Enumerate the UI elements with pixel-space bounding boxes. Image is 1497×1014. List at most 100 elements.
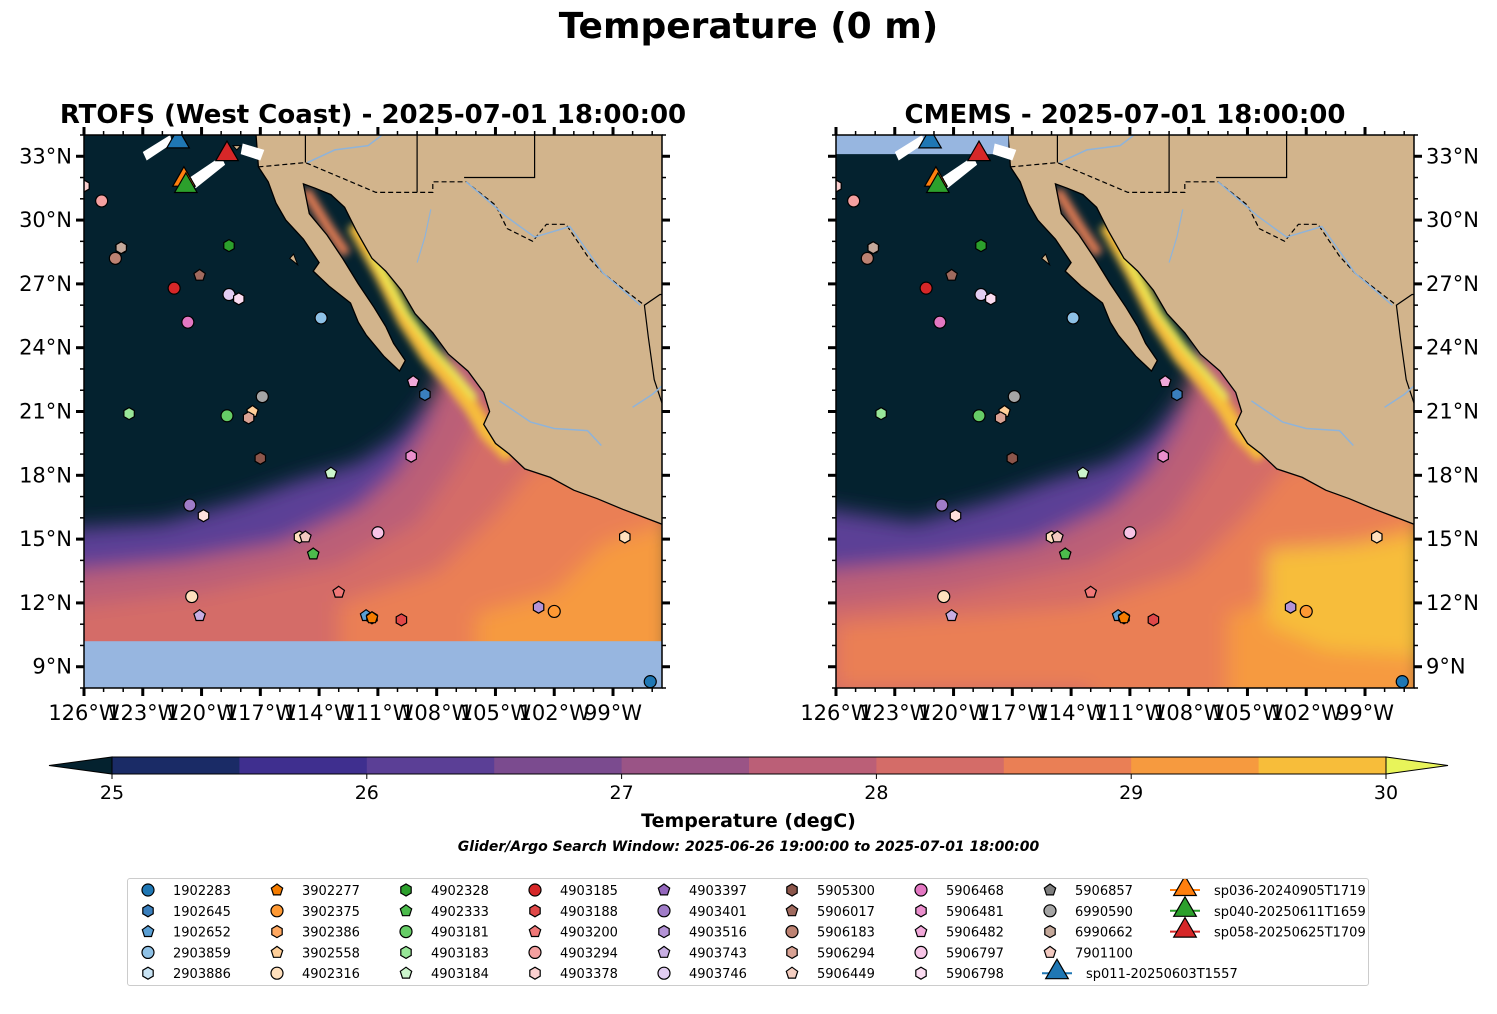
observation-3902277 xyxy=(365,611,379,624)
observation-7901100 xyxy=(298,530,312,543)
legend-label: 1902652 xyxy=(173,926,231,941)
legend-item-1902283: 1902283 xyxy=(141,883,231,899)
colorbar-tick-label: 29 xyxy=(1119,782,1143,804)
legend-label: sp036-20240905T1719 xyxy=(1214,884,1366,899)
legend-item-5906857: 5906857 xyxy=(1043,883,1133,899)
observation-5906468 xyxy=(933,315,947,329)
observation-4903181 xyxy=(972,409,986,423)
legend-marker xyxy=(399,924,413,939)
x-tick-label: 99°W xyxy=(584,701,642,725)
legend-marker xyxy=(528,883,542,897)
colorbar-bin xyxy=(1003,757,1132,774)
legend-item-3902375: 3902375 xyxy=(270,904,360,920)
legend-marker xyxy=(400,883,412,897)
observation-4903184 xyxy=(1076,466,1090,479)
legend-label: sp011-20250603T1557 xyxy=(1086,967,1238,982)
x-tick-label: 108°W xyxy=(1153,701,1225,725)
legend-item-4903181: 4903181 xyxy=(399,924,489,941)
observation-4902333 xyxy=(306,547,320,560)
observation-5906294 xyxy=(242,411,255,425)
y-tick-label: 24°N xyxy=(1426,336,1479,360)
observation-4903181 xyxy=(220,409,234,423)
x-tick-label: 105°W xyxy=(1212,701,1284,725)
legend-label: 5906798 xyxy=(946,967,1004,982)
y-tick-label: 33°N xyxy=(19,144,72,168)
observation-5906183 xyxy=(860,251,874,265)
legend-label: 5905300 xyxy=(817,884,875,899)
temperature-field xyxy=(84,135,662,688)
y-tick-label: 12°N xyxy=(19,591,72,615)
legend-marker xyxy=(914,883,928,897)
legend-item-5906482: 5906482 xyxy=(914,924,1004,941)
colorbar-tick-label: 26 xyxy=(355,782,379,804)
legend-item-4903294: 4903294 xyxy=(528,945,618,961)
legend-item-3902386: 3902386 xyxy=(271,924,360,941)
legend-label: 6990662 xyxy=(1075,926,1133,941)
legend-item-4903743: 4903743 xyxy=(657,945,747,961)
observation-4903200 xyxy=(332,585,346,598)
legend-label: 5906449 xyxy=(817,967,875,982)
rtofs-map: 126°W123°W120°W117°W114°W111°W108°W105°W… xyxy=(19,127,670,725)
figure-title: Temperature (0 m) xyxy=(558,6,939,47)
rtofs-panel-title: RTOFS (West Coast) - 2025-07-01 18:00:00 xyxy=(59,100,687,130)
legend-label: 4903184 xyxy=(431,967,489,982)
legend-item-5906798: 5906798 xyxy=(915,966,1004,982)
y-tick-label: 12°N xyxy=(1426,591,1479,615)
legend-item-7901100: 7901100 xyxy=(1043,945,1133,961)
legend-marker xyxy=(399,904,413,917)
legend-item-5906797: 5906797 xyxy=(914,945,1004,961)
observation-point xyxy=(1370,530,1383,544)
observation-2903859 xyxy=(314,311,328,325)
legend-marker xyxy=(785,904,799,917)
y-tick-label: 27°N xyxy=(1426,272,1479,296)
observation-4903516 xyxy=(532,600,545,614)
land xyxy=(983,135,1414,525)
legend-label: 4903183 xyxy=(431,946,489,961)
legend-item-6990662: 6990662 xyxy=(1044,924,1133,941)
legend-label: 4902333 xyxy=(431,905,489,920)
cmems-panel-title: CMEMS - 2025-07-01 18:00:00 xyxy=(904,100,1346,130)
observation-markers xyxy=(836,135,1409,688)
legend-label: 4903185 xyxy=(560,884,618,899)
legend-label: 4903294 xyxy=(560,946,618,961)
colorbar-bin xyxy=(1258,757,1387,774)
legend-label: 5906481 xyxy=(946,905,1004,920)
observation-6990590 xyxy=(1007,390,1021,404)
legend-label: 1902283 xyxy=(173,884,231,899)
legend-marker xyxy=(399,966,413,979)
legend-item-sp058-20250625T1709: sp058-20250625T1709 xyxy=(1170,916,1366,941)
axis-ticks: 126°W123°W120°W117°W114°W111°W108°W105°W… xyxy=(800,127,1479,725)
observation-markers xyxy=(84,135,657,688)
x-tick-label: 102°W xyxy=(1271,701,1343,725)
legend-item-4903185: 4903185 xyxy=(528,883,618,899)
observation-5906482 xyxy=(1158,374,1172,388)
observation-4903294 xyxy=(95,194,109,208)
legend-item-5906183: 5906183 xyxy=(785,924,875,941)
legend-label: 4903516 xyxy=(689,926,747,941)
x-tick-label: 102°W xyxy=(519,701,591,725)
legend-label: 5906294 xyxy=(817,946,875,961)
legend-marker xyxy=(141,945,155,960)
legend-item-4903516: 4903516 xyxy=(658,924,747,941)
colorbar-tick-label: 28 xyxy=(864,782,888,804)
legend-item-4902328: 4902328 xyxy=(400,883,489,899)
legend-item-5906017: 5906017 xyxy=(785,904,875,920)
colorbar-bin xyxy=(494,757,623,774)
legend-marker xyxy=(142,966,154,980)
x-tick-label: 126°W xyxy=(48,701,120,725)
observation-1902645 xyxy=(419,387,431,402)
observation-point xyxy=(618,530,631,544)
x-tick-label: 123°W xyxy=(107,701,179,725)
legend-label: 3902375 xyxy=(302,905,360,920)
observation-4903743 xyxy=(945,608,959,622)
observation-4902328 xyxy=(975,238,987,253)
observation-sp058-20250625T1709 xyxy=(214,139,240,162)
observation-5906481 xyxy=(405,449,417,463)
land xyxy=(231,135,662,525)
observation-1902283 xyxy=(643,675,657,688)
legend-marker xyxy=(528,945,542,960)
observation-4903378 xyxy=(84,179,90,193)
observation-4903185 xyxy=(167,281,181,295)
legend-item-4903378: 4903378 xyxy=(529,966,618,982)
legend-label: 5906482 xyxy=(946,926,1004,941)
